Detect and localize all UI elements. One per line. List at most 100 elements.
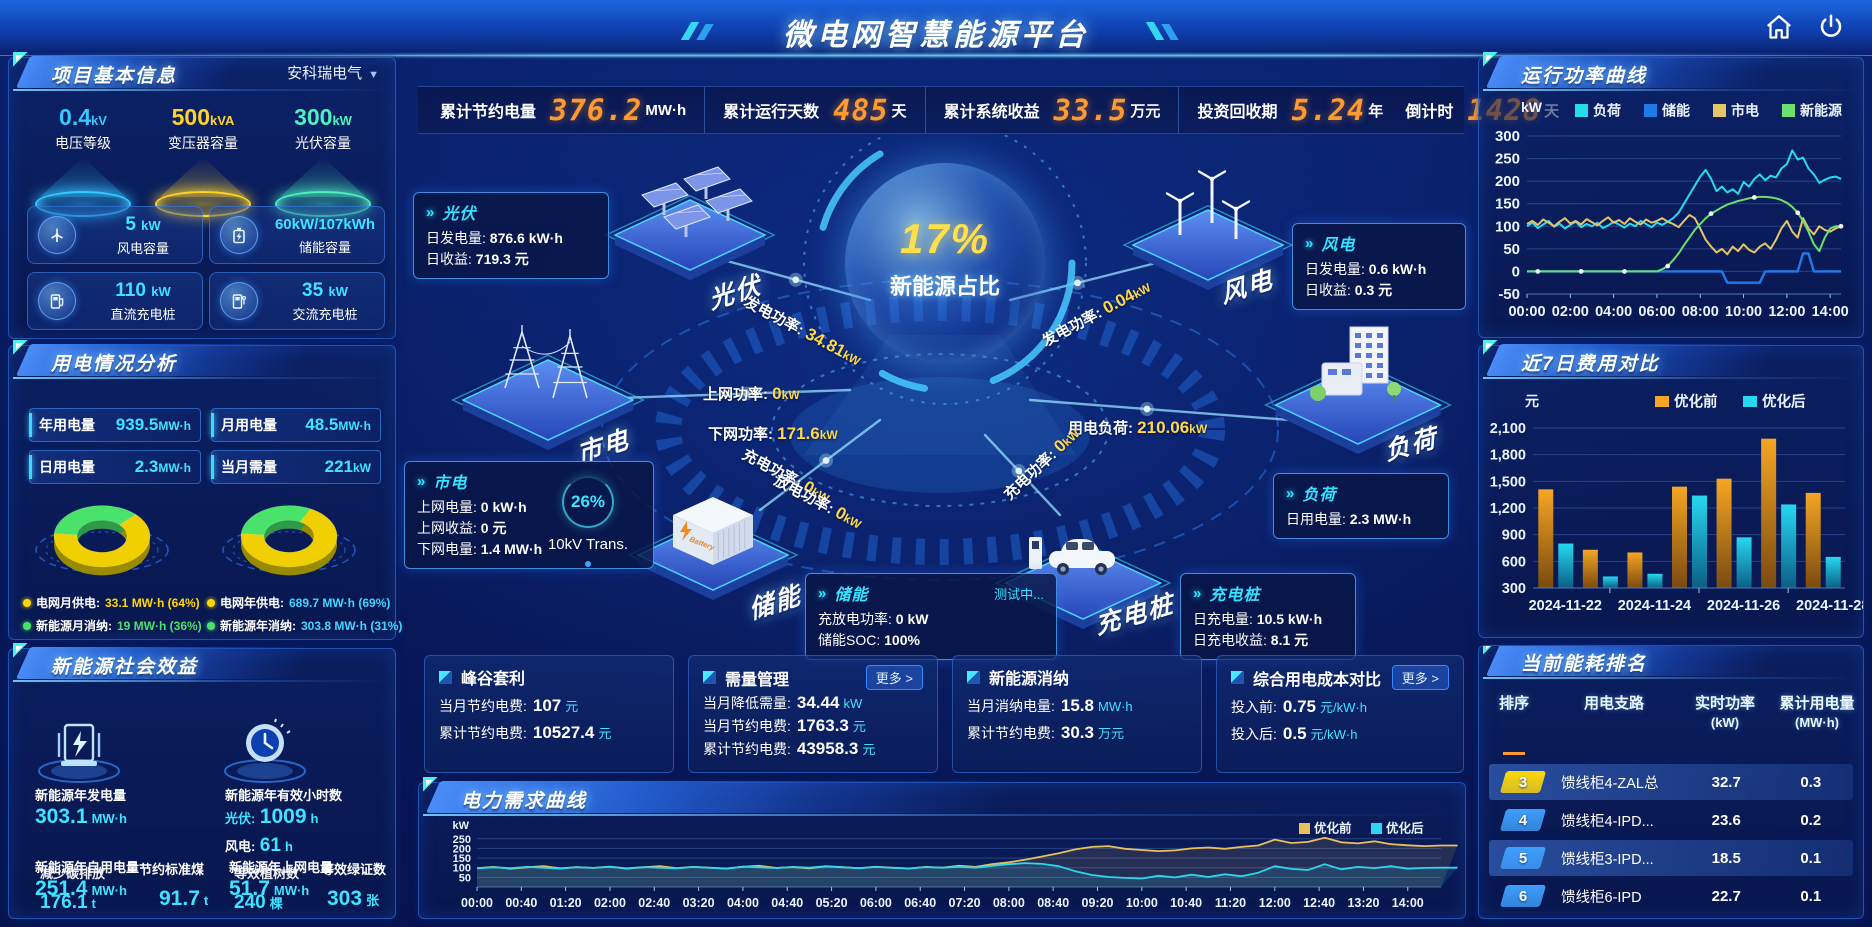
kpi-value: 376.2 [550,93,643,127]
kpi-unit: 天 [891,102,907,120]
legend-label: 新能源月消纳: [36,619,112,633]
info-card-row: 日收益: 719.3 元 [426,251,529,267]
svg-text:300: 300 [1502,581,1526,597]
kpi-bar: 累计节约电量 376.2 MW·h 累计运行天数 485 天 累计系统收益 33.5 万元 投资回… [418,86,1559,134]
svg-text:00:40: 00:40 [505,896,537,910]
chevron-right-icon: » [1286,484,1295,502]
capacity-card-1: 60kW/107kWh 储能容量 [209,206,385,264]
svg-text:08:40: 08:40 [1037,896,1069,910]
spotlight-label: 变压器容量 [168,135,238,151]
power-icon[interactable] [1816,12,1846,42]
spotlight-cone [280,157,366,197]
svg-text:0: 0 [1512,263,1520,280]
panel-corner-icon [1483,52,1499,68]
capacity-label: 交流充电桩 [292,306,358,322]
benefit-card-0: 峰谷套利 当月节约电费: 107 元累计节约电费: 10527.4 元 [424,655,674,773]
spotlight-label: 光伏容量 [295,135,351,151]
kpi-unit: 万元 [1130,102,1161,120]
legend-dot [207,598,215,607]
donut-chart-month [35,505,169,576]
panel-demand-curve: 电力需求曲线 50 100 150 200 250 kW 优化前 优化后 00:00 00:40 0… [418,777,1466,919]
chevron-right-icon: » [1305,234,1314,252]
capacity-label: 直流充电桩 [110,306,176,322]
svg-text:负荷: 负荷 [1593,103,1621,119]
rank-badge: 4 [1499,809,1547,831]
branch-name: 馈线柜3-IPD... [1561,851,1654,868]
ranking-scroll-indicator[interactable] [1503,752,1525,755]
benefit-card-row: 累计节约电费: 10527.4 元 [439,723,612,742]
usage-stat-label: 日用电量 [39,459,95,475]
info-card-row: 日发电量: 876.6 kW·h [426,230,563,246]
capacity-value: 5 kW [125,213,161,235]
power-curve-chart: -50 0 50 100 150 200 250 300kW 负荷 储能 市电 新能源 00:00 02:… [1495,99,1849,320]
load-node [1263,326,1453,454]
benefit-card-row: 投入前: 0.75 元/kW·h [1231,697,1367,716]
info-card-title: 光伏 [442,206,477,223]
capacity-value: 35 kW [302,279,348,301]
info-card-header: » 充电桩 [1193,581,1343,605]
svg-text:04:40: 04:40 [771,896,803,910]
spotlight-1: 500kVA 变压器容量 [143,104,263,217]
flag-icon [439,670,452,684]
company-select[interactable]: 安科瑞电气 ▼ [287,62,379,83]
panel-energy-ranking-title: 当前能耗排名 [1521,654,1648,675]
usage-stat-3: 当月需量 221kW [211,450,381,484]
legend-dot [207,621,215,630]
pv-hours: 光伏: 1009 h [225,805,319,828]
svg-text:优化后: 优化后 [1386,821,1424,836]
panel-demand-curve-header: 电力需求曲线 [419,777,1465,817]
self-use-label: 新能源年自用电量 [35,860,140,875]
benefit-card-row: 累计节约电费: 30.3 万元 [967,723,1124,742]
energy-flow-diagram: Battery 17% 新能源占比 光伏 风电 市电 储能 充电桩 负荷 发电功率: 34… [404,135,1470,660]
panel-cost-compare-header: 近7日费用对比 [1479,340,1863,380]
feedin-value: 51.7 MW·h [229,877,310,900]
realtime-power: 18.5 [1711,849,1741,867]
cost-compare-chart: 300 600 900 1,200 1,500 1,800 2,100 元 优化前 优化后 2024… [1490,393,1863,615]
co2-value: 176.1 t [40,892,96,913]
legend-value: 303.8 MW·h (31%) [301,618,403,633]
self-use-value: 251.4 MW·h [35,877,127,900]
benefit-card-header: 新能源消纳 [967,665,1187,689]
svg-text:300: 300 [1495,128,1520,145]
more-button[interactable]: 更多 > [1391,665,1449,690]
branch-name: 馈线柜4-ZAL总 [1561,775,1659,792]
panel-corner-icon [13,340,29,356]
kpi-segment-1: 累计运行天数 485 天 [705,87,926,133]
svg-text:00:00: 00:00 [1508,304,1545,320]
transformer-dot [585,561,591,567]
panel-social-benefit-header: 新能源社会效益 [9,643,395,683]
capacity-value: 110 kW [115,279,171,301]
transformer-widget: 26% 10kV Trans. [533,476,643,567]
svg-text:00:00: 00:00 [461,896,493,910]
home-icon[interactable] [1764,12,1794,42]
ranking-row-5: 5 馈线柜3-IPD... 18.5 0.1 [1489,840,1853,876]
info-card-grid: » 市电 上网电量: 0 kW·h 上网收益: 0 元下网电量: 1.4 MW·h 26… [404,461,654,569]
usage-stat-value: 2.3MW·h [134,457,191,476]
flag-icon [967,670,980,684]
svg-text:2024-11-22: 2024-11-22 [1529,598,1602,614]
spotlight-value: 0.4kV [59,104,107,130]
ranking-column-0: 排序 [1498,695,1529,712]
coal-label: 节约标准煤 [139,862,205,877]
ranking-column-2: 实时功率 (kW) [1694,695,1755,730]
panel-power-curve: 运行功率曲线 -50 0 50 100 150 200 250 300 kW 负荷 储能 市电 新能源 0… [1478,52,1864,338]
chevron-right-icon: » [1193,584,1202,602]
trees-value: 240 棵 [234,892,283,913]
gen-value: 303.1 MW·h [35,805,127,828]
coal-value: 91.7 t [159,887,209,910]
capacity-card-0: 5 kW 风电容量 [27,206,203,264]
usage-stat-2: 日用电量 2.3MW·h [29,450,201,484]
panel-corner-icon [13,643,29,659]
usage-stat-label: 当月需量 [221,459,277,475]
renewable-share-value: 17% [899,215,991,262]
svg-text:2,100: 2,100 [1490,421,1526,437]
renewable-share-sphere: 17% 新能源占比 [845,163,1045,363]
dc-charger-icon [38,282,76,320]
benefit-card-title: 新能源消纳 [989,671,1070,688]
svg-text:10:00: 10:00 [1725,304,1762,320]
info-card-header: » 储能 测试中... [818,581,1044,605]
info-card-title: 储能 [834,587,869,604]
kpi-label: 累计系统收益 [943,104,1040,121]
more-button[interactable]: 更多 > [865,665,923,690]
